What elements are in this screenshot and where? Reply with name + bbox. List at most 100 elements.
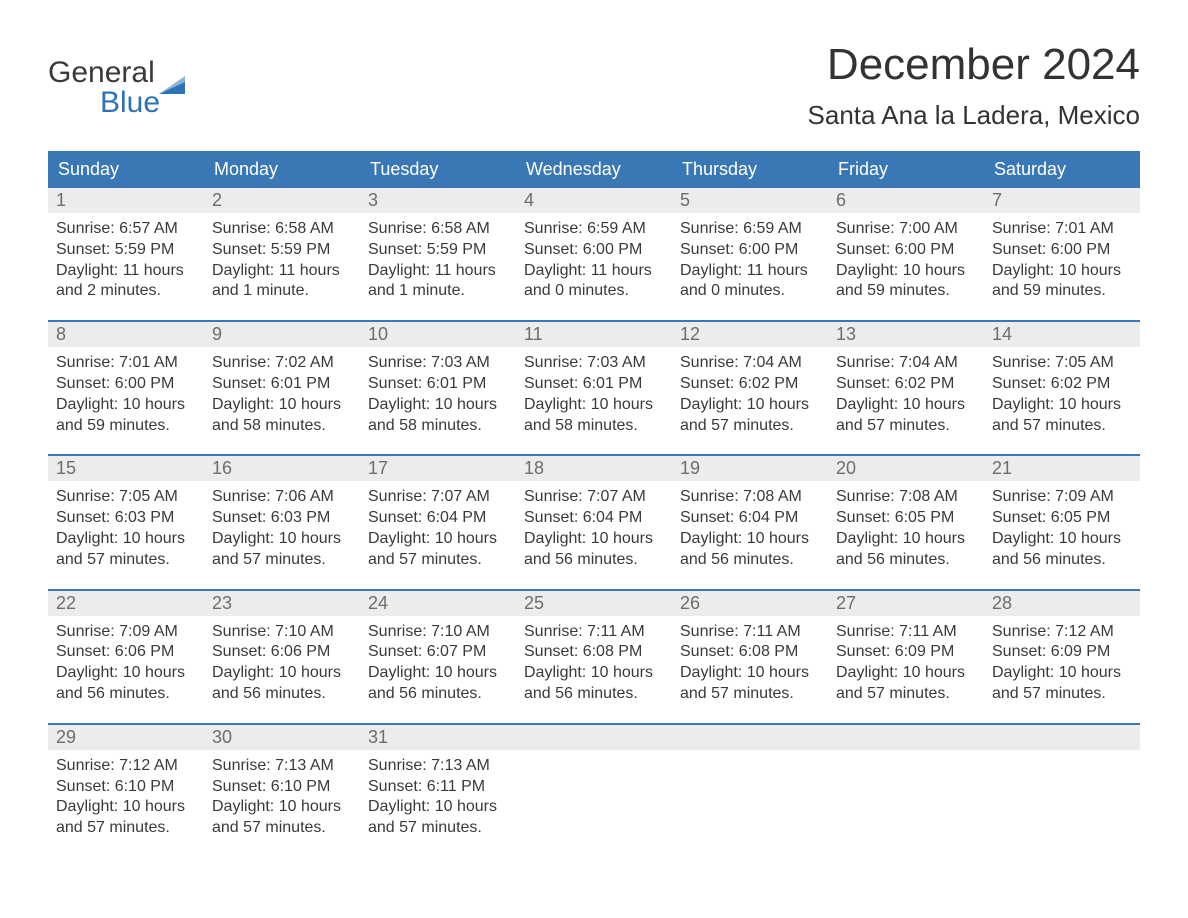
- daylight-text-1: Daylight: 10 hours: [56, 529, 196, 550]
- day-cell: 2Sunrise: 6:58 AMSunset: 5:59 PMDaylight…: [204, 188, 360, 320]
- sunset-text: Sunset: 6:00 PM: [836, 240, 976, 261]
- day-number: 24: [360, 591, 516, 616]
- sunrise-text: Sunrise: 7:01 AM: [992, 219, 1132, 240]
- day-number: 13: [828, 322, 984, 347]
- daylight-text-2: and 2 minutes.: [56, 281, 196, 302]
- day-cell: 19Sunrise: 7:08 AMSunset: 6:04 PMDayligh…: [672, 456, 828, 588]
- daylight-text-2: and 1 minute.: [212, 281, 352, 302]
- sunset-text: Sunset: 6:01 PM: [368, 374, 508, 395]
- daylight-text-2: and 57 minutes.: [680, 416, 820, 437]
- day-number: 18: [516, 456, 672, 481]
- day-cell: 22Sunrise: 7:09 AMSunset: 6:06 PMDayligh…: [48, 591, 204, 723]
- day-body: Sunrise: 7:08 AMSunset: 6:05 PMDaylight:…: [828, 481, 984, 570]
- day-number: [828, 725, 984, 750]
- sunset-text: Sunset: 6:01 PM: [524, 374, 664, 395]
- day-body: Sunrise: 7:09 AMSunset: 6:06 PMDaylight:…: [48, 616, 204, 705]
- daylight-text-1: Daylight: 10 hours: [992, 395, 1132, 416]
- sunset-text: Sunset: 6:00 PM: [56, 374, 196, 395]
- day-body: Sunrise: 7:05 AMSunset: 6:03 PMDaylight:…: [48, 481, 204, 570]
- sunset-text: Sunset: 6:08 PM: [680, 642, 820, 663]
- sunrise-text: Sunrise: 7:04 AM: [680, 353, 820, 374]
- daylight-text-1: Daylight: 10 hours: [524, 529, 664, 550]
- day-number: 16: [204, 456, 360, 481]
- day-cell: 1Sunrise: 6:57 AMSunset: 5:59 PMDaylight…: [48, 188, 204, 320]
- day-body: Sunrise: 7:11 AMSunset: 6:08 PMDaylight:…: [516, 616, 672, 705]
- day-body: Sunrise: 7:13 AMSunset: 6:10 PMDaylight:…: [204, 750, 360, 839]
- day-cell: 29Sunrise: 7:12 AMSunset: 6:10 PMDayligh…: [48, 725, 204, 857]
- daylight-text-1: Daylight: 10 hours: [680, 663, 820, 684]
- sunset-text: Sunset: 6:06 PM: [56, 642, 196, 663]
- daylight-text-1: Daylight: 10 hours: [212, 797, 352, 818]
- day-number: 21: [984, 456, 1140, 481]
- sunrise-text: Sunrise: 7:04 AM: [836, 353, 976, 374]
- day-number: 19: [672, 456, 828, 481]
- sunset-text: Sunset: 6:03 PM: [212, 508, 352, 529]
- day-number: 10: [360, 322, 516, 347]
- logo-line2: Blue: [48, 88, 185, 118]
- sunset-text: Sunset: 6:10 PM: [56, 777, 196, 798]
- day-number: 20: [828, 456, 984, 481]
- day-cell: 14Sunrise: 7:05 AMSunset: 6:02 PMDayligh…: [984, 322, 1140, 454]
- sunrise-text: Sunrise: 6:57 AM: [56, 219, 196, 240]
- daylight-text-1: Daylight: 11 hours: [212, 261, 352, 282]
- daylight-text-1: Daylight: 10 hours: [836, 663, 976, 684]
- day-body: Sunrise: 7:01 AMSunset: 6:00 PMDaylight:…: [984, 213, 1140, 302]
- day-cell: [672, 725, 828, 857]
- day-body: Sunrise: 7:07 AMSunset: 6:04 PMDaylight:…: [516, 481, 672, 570]
- daylight-text-1: Daylight: 10 hours: [524, 395, 664, 416]
- daylight-text-1: Daylight: 10 hours: [992, 529, 1132, 550]
- sunrise-text: Sunrise: 7:08 AM: [680, 487, 820, 508]
- day-cell: 4Sunrise: 6:59 AMSunset: 6:00 PMDaylight…: [516, 188, 672, 320]
- sunset-text: Sunset: 6:11 PM: [368, 777, 508, 798]
- day-body: Sunrise: 7:10 AMSunset: 6:07 PMDaylight:…: [360, 616, 516, 705]
- header: General Blue December 2024 Santa Ana la …: [48, 40, 1140, 145]
- day-number: 2: [204, 188, 360, 213]
- sunrise-text: Sunrise: 7:10 AM: [368, 622, 508, 643]
- day-number: 17: [360, 456, 516, 481]
- calendar: Sunday Monday Tuesday Wednesday Thursday…: [48, 151, 1140, 857]
- day-number: 8: [48, 322, 204, 347]
- sunrise-text: Sunrise: 7:09 AM: [992, 487, 1132, 508]
- day-cell: 15Sunrise: 7:05 AMSunset: 6:03 PMDayligh…: [48, 456, 204, 588]
- day-body: Sunrise: 6:57 AMSunset: 5:59 PMDaylight:…: [48, 213, 204, 302]
- day-cell: 3Sunrise: 6:58 AMSunset: 5:59 PMDaylight…: [360, 188, 516, 320]
- sunrise-text: Sunrise: 7:07 AM: [524, 487, 664, 508]
- day-cell: 6Sunrise: 7:00 AMSunset: 6:00 PMDaylight…: [828, 188, 984, 320]
- weekday-header: Saturday: [984, 151, 1140, 188]
- day-cell: 25Sunrise: 7:11 AMSunset: 6:08 PMDayligh…: [516, 591, 672, 723]
- sunrise-text: Sunrise: 7:10 AM: [212, 622, 352, 643]
- day-cell: [828, 725, 984, 857]
- daylight-text-1: Daylight: 10 hours: [836, 261, 976, 282]
- daylight-text-1: Daylight: 10 hours: [836, 395, 976, 416]
- daylight-text-1: Daylight: 10 hours: [992, 663, 1132, 684]
- day-body: Sunrise: 7:10 AMSunset: 6:06 PMDaylight:…: [204, 616, 360, 705]
- daylight-text-2: and 56 minutes.: [992, 550, 1132, 571]
- daylight-text-2: and 1 minute.: [368, 281, 508, 302]
- daylight-text-2: and 59 minutes.: [836, 281, 976, 302]
- daylight-text-2: and 57 minutes.: [836, 684, 976, 705]
- sunrise-text: Sunrise: 7:13 AM: [212, 756, 352, 777]
- day-body: Sunrise: 6:59 AMSunset: 6:00 PMDaylight:…: [516, 213, 672, 302]
- sunrise-text: Sunrise: 7:02 AM: [212, 353, 352, 374]
- day-cell: 16Sunrise: 7:06 AMSunset: 6:03 PMDayligh…: [204, 456, 360, 588]
- day-body: Sunrise: 7:00 AMSunset: 6:00 PMDaylight:…: [828, 213, 984, 302]
- sunset-text: Sunset: 6:09 PM: [992, 642, 1132, 663]
- day-cell: 26Sunrise: 7:11 AMSunset: 6:08 PMDayligh…: [672, 591, 828, 723]
- day-cell: 21Sunrise: 7:09 AMSunset: 6:05 PMDayligh…: [984, 456, 1140, 588]
- daylight-text-1: Daylight: 10 hours: [368, 395, 508, 416]
- sunset-text: Sunset: 5:59 PM: [212, 240, 352, 261]
- sunrise-text: Sunrise: 7:11 AM: [836, 622, 976, 643]
- day-body: Sunrise: 6:58 AMSunset: 5:59 PMDaylight:…: [204, 213, 360, 302]
- sunrise-text: Sunrise: 7:09 AM: [56, 622, 196, 643]
- sunset-text: Sunset: 6:02 PM: [992, 374, 1132, 395]
- day-body: Sunrise: 7:04 AMSunset: 6:02 PMDaylight:…: [828, 347, 984, 436]
- sunrise-text: Sunrise: 7:11 AM: [680, 622, 820, 643]
- day-number: 5: [672, 188, 828, 213]
- day-cell: 30Sunrise: 7:13 AMSunset: 6:10 PMDayligh…: [204, 725, 360, 857]
- day-cell: 18Sunrise: 7:07 AMSunset: 6:04 PMDayligh…: [516, 456, 672, 588]
- sunset-text: Sunset: 6:02 PM: [680, 374, 820, 395]
- daylight-text-2: and 58 minutes.: [368, 416, 508, 437]
- day-body: Sunrise: 7:06 AMSunset: 6:03 PMDaylight:…: [204, 481, 360, 570]
- sunrise-text: Sunrise: 7:08 AM: [836, 487, 976, 508]
- day-body: Sunrise: 7:12 AMSunset: 6:10 PMDaylight:…: [48, 750, 204, 839]
